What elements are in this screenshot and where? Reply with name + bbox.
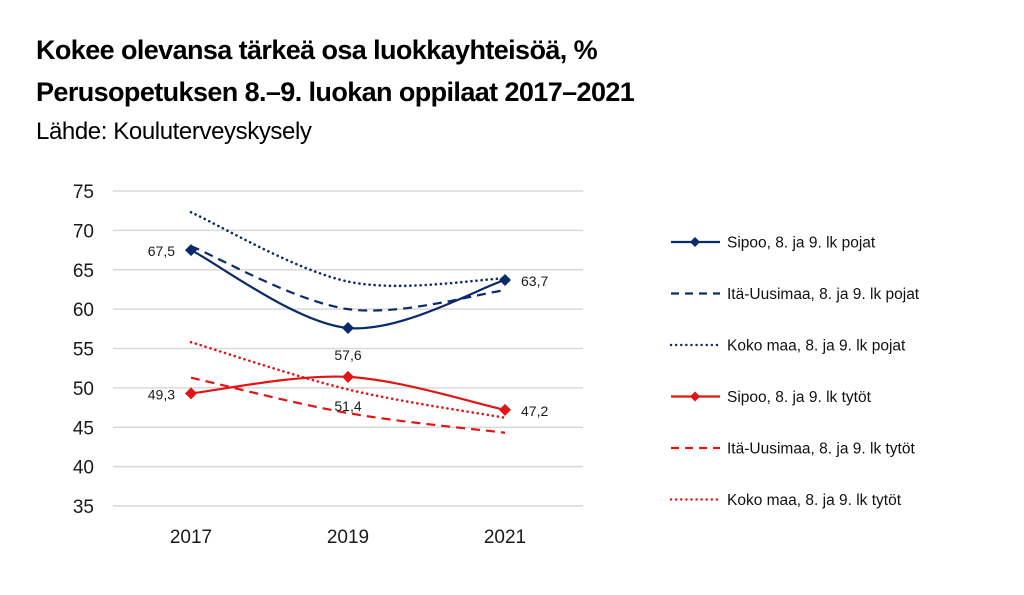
series-line bbox=[190, 245, 506, 312]
series-line bbox=[190, 376, 506, 434]
legend-item: Koko maa, 8. ja 9. lk tytöt bbox=[669, 492, 902, 509]
x-axis: 2017 2019 2021 bbox=[170, 527, 526, 548]
y-tick-label: 60 bbox=[73, 300, 94, 321]
legend-item: Sipoo, 8. ja 9. lk pojat bbox=[671, 235, 876, 252]
y-tick-label: 50 bbox=[73, 379, 94, 400]
legend-label: Sipoo, 8. ja 9. lk tytöt bbox=[727, 389, 872, 406]
y-tick-label: 75 bbox=[73, 182, 94, 203]
x-tick-label: 2021 bbox=[484, 527, 526, 548]
data-point-marker bbox=[185, 244, 197, 257]
data-label: 57,6 bbox=[334, 347, 361, 363]
legend-label: Sipoo, 8. ja 9. lk pojat bbox=[727, 235, 876, 252]
legend: Sipoo, 8. ja 9. lk pojat Itä-Uusimaa, 8. … bbox=[669, 235, 920, 509]
series-line bbox=[189, 210, 507, 288]
legend-marker-icon bbox=[690, 391, 700, 402]
data-point-marker bbox=[185, 387, 197, 400]
y-tick-label: 35 bbox=[73, 497, 94, 518]
legend-item: Itä-Uusimaa, 8. ja 9. lk pojat bbox=[671, 286, 920, 303]
data-point-marker bbox=[499, 273, 511, 286]
data-point-marker bbox=[499, 403, 511, 416]
legend-label: Koko maa, 8. ja 9. lk pojat bbox=[727, 338, 906, 355]
series-line bbox=[189, 340, 507, 420]
data-label: 51,4 bbox=[334, 398, 361, 414]
x-tick-label: 2019 bbox=[327, 527, 369, 548]
data-label: 67,5 bbox=[148, 243, 175, 259]
legend-item: Koko maa, 8. ja 9. lk pojat bbox=[669, 338, 906, 355]
legend-label: Itä-Uusimaa, 8. ja 9. lk tytöt bbox=[727, 441, 915, 458]
chart-subtitle: Perusopetuksen 8.–9. luokan oppilaat 201… bbox=[36, 77, 635, 107]
data-labels: 67,5 57,6 63,7 49,3 51,4 47,2 bbox=[148, 243, 549, 419]
y-tick-label: 65 bbox=[73, 261, 94, 282]
y-tick-label: 55 bbox=[73, 340, 94, 361]
y-tick-label: 45 bbox=[73, 418, 94, 439]
series-lines bbox=[185, 210, 511, 434]
legend-label: Koko maa, 8. ja 9. lk tytöt bbox=[727, 492, 902, 509]
legend-item: Itä-Uusimaa, 8. ja 9. lk tytöt bbox=[671, 441, 915, 458]
chart-title: Kokee olevansa tärkeä osa luokkayhteisöä… bbox=[36, 35, 598, 65]
data-point-marker bbox=[342, 322, 354, 335]
y-tick-label: 40 bbox=[73, 458, 94, 479]
y-tick-label: 70 bbox=[73, 221, 94, 242]
legend-item: Sipoo, 8. ja 9. lk tytöt bbox=[671, 389, 872, 406]
y-axis: 75 70 65 60 55 50 45 40 35 bbox=[73, 182, 94, 518]
data-label: 47,2 bbox=[521, 403, 548, 419]
legend-marker-icon bbox=[690, 237, 700, 247]
data-point-marker bbox=[342, 370, 354, 383]
data-label: 63,7 bbox=[521, 273, 548, 289]
series-line bbox=[190, 249, 506, 330]
x-tick-label: 2017 bbox=[170, 527, 212, 548]
data-label: 49,3 bbox=[148, 386, 175, 402]
chart-source: Lähde: Kouluterveyskysely bbox=[36, 118, 312, 145]
legend-label: Itä-Uusimaa, 8. ja 9. lk pojat bbox=[727, 286, 920, 303]
